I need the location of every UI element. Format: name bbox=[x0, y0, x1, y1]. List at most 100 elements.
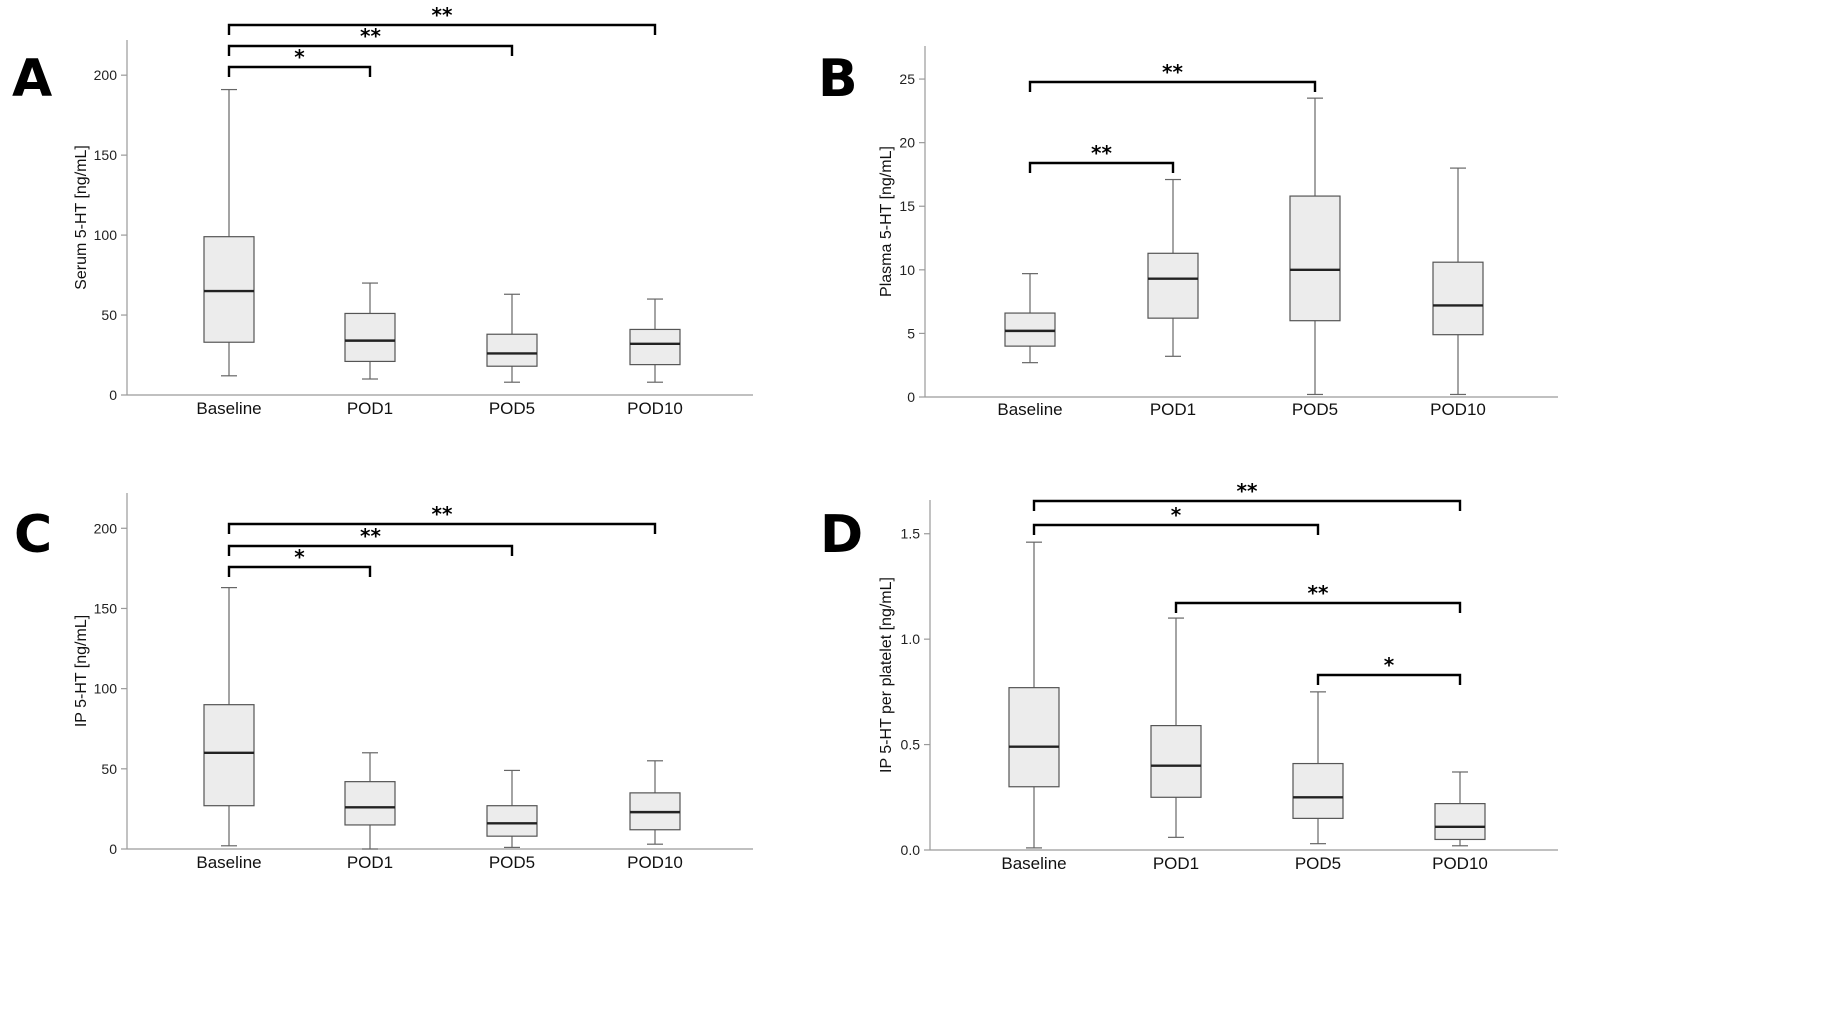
box-plot-pod10 bbox=[1432, 167, 1484, 396]
box-plot-baseline bbox=[203, 587, 255, 847]
significance-label: * bbox=[294, 545, 305, 569]
significance-bracket: ** bbox=[1174, 581, 1462, 613]
bracket-line bbox=[1032, 523, 1320, 535]
bracket-line bbox=[227, 522, 657, 534]
iqr-box bbox=[1292, 762, 1344, 819]
significance-label: * bbox=[1171, 503, 1182, 527]
significance-bracket: ** bbox=[1028, 141, 1175, 173]
x-category-label: Baseline bbox=[196, 853, 261, 872]
y-tick-label: 200 bbox=[94, 520, 118, 536]
significance-bracket: ** bbox=[227, 24, 514, 56]
box-plot-pod10 bbox=[629, 298, 681, 383]
panel-letter: D bbox=[820, 505, 863, 565]
x-category-label: POD10 bbox=[1430, 400, 1486, 419]
box-plot-pod5 bbox=[486, 769, 538, 848]
iqr-box bbox=[203, 704, 255, 807]
bracket-line bbox=[227, 65, 372, 77]
iqr-box bbox=[344, 312, 396, 363]
iqr-box bbox=[1147, 252, 1199, 319]
y-tick-label: 0.5 bbox=[901, 737, 921, 753]
bracket-line bbox=[227, 544, 514, 556]
iqr-box bbox=[1434, 803, 1486, 841]
significance-bracket: ** bbox=[227, 502, 657, 534]
x-category-label: POD1 bbox=[347, 399, 393, 418]
significance-label: ** bbox=[360, 24, 381, 48]
iqr-box bbox=[203, 236, 255, 343]
y-tick-label: 100 bbox=[94, 681, 118, 697]
iqr-box bbox=[486, 333, 538, 367]
significance-bracket: * bbox=[227, 545, 372, 577]
iqr-box bbox=[344, 781, 396, 826]
y-tick-label: 5 bbox=[907, 325, 915, 341]
x-category-label: POD10 bbox=[1432, 854, 1488, 873]
panel-letter: B bbox=[818, 49, 858, 109]
significance-label: ** bbox=[432, 502, 453, 526]
panel-letter: A bbox=[12, 49, 52, 109]
y-axis-label: Serum 5-HT [ng/mL] bbox=[73, 145, 90, 290]
significance-bracket: ** bbox=[227, 3, 657, 35]
iqr-box bbox=[486, 805, 538, 837]
y-tick-label: 0 bbox=[109, 387, 117, 403]
x-category-label: POD1 bbox=[1153, 854, 1199, 873]
y-tick-label: 15 bbox=[899, 198, 915, 214]
significance-bracket: ** bbox=[227, 524, 514, 556]
iqr-box bbox=[1004, 312, 1056, 347]
y-tick-label: 150 bbox=[94, 147, 118, 163]
bracket-line bbox=[1032, 499, 1462, 511]
significance-label: * bbox=[294, 45, 305, 69]
panel-d: D 0.0 0.5 1.0 1.5 IP 5-HT per platelet [ng/mL… bbox=[820, 479, 1558, 873]
x-category-label: POD10 bbox=[627, 399, 683, 418]
x-category-label: POD1 bbox=[1150, 400, 1196, 419]
y-axis-label: IP 5-HT per platelet [ng/mL] bbox=[878, 577, 895, 773]
y-tick-label: 0.0 bbox=[901, 842, 921, 858]
iqr-box bbox=[1289, 195, 1341, 322]
box-plot-pod10 bbox=[629, 760, 681, 845]
bracket-line bbox=[227, 44, 514, 56]
box-plot-pod5 bbox=[1292, 691, 1344, 845]
x-category-label: Baseline bbox=[196, 399, 261, 418]
y-tick-label: 150 bbox=[94, 600, 118, 616]
y-axis-label: Plasma 5-HT [ng/mL] bbox=[878, 146, 895, 297]
y-tick-label: 50 bbox=[101, 761, 117, 777]
x-category-label: POD1 bbox=[347, 853, 393, 872]
y-tick-label: 20 bbox=[899, 135, 915, 151]
x-category-label: POD5 bbox=[1295, 854, 1341, 873]
y-tick-label: 0 bbox=[109, 841, 117, 857]
iqr-box bbox=[1432, 261, 1484, 336]
iqr-box bbox=[629, 328, 681, 366]
bracket-line bbox=[1316, 673, 1462, 685]
significance-label: ** bbox=[1091, 141, 1112, 165]
bracket-line bbox=[1028, 80, 1317, 92]
significance-bracket: * bbox=[1032, 503, 1320, 535]
significance-bracket: ** bbox=[1032, 479, 1462, 511]
bracket-line bbox=[227, 23, 657, 35]
box-plot-pod5 bbox=[486, 293, 538, 383]
y-tick-label: 50 bbox=[101, 307, 117, 323]
x-category-label: POD10 bbox=[627, 853, 683, 872]
significance-label: ** bbox=[432, 3, 453, 27]
significance-label: ** bbox=[1162, 60, 1183, 84]
significance-bracket: * bbox=[1316, 653, 1462, 685]
box-plot-pod1 bbox=[344, 282, 396, 380]
significance-label: * bbox=[1384, 653, 1395, 677]
x-category-label: POD5 bbox=[1292, 400, 1338, 419]
bracket-line bbox=[227, 565, 372, 577]
panel-letter: C bbox=[14, 505, 52, 565]
box-plot-pod1 bbox=[344, 752, 396, 850]
y-axis-label: IP 5-HT [ng/mL] bbox=[73, 615, 90, 727]
panel-b: B 0 5 10 15 20 25 Plasma 5-HT [ng/mL] Baseline PO… bbox=[818, 46, 1558, 419]
box-plot-pod5 bbox=[1289, 97, 1341, 396]
iqr-box bbox=[1008, 687, 1060, 788]
significance-label: ** bbox=[1237, 479, 1258, 503]
significance-label: ** bbox=[1308, 581, 1329, 605]
bracket-line bbox=[1174, 601, 1462, 613]
x-category-label: POD5 bbox=[489, 853, 535, 872]
box-plot-baseline bbox=[1004, 273, 1056, 364]
y-tick-label: 0 bbox=[907, 389, 915, 405]
x-category-label: Baseline bbox=[1001, 854, 1066, 873]
box-plot-baseline bbox=[1008, 541, 1060, 849]
panel-a: A 0 50 100 150 200 Serum 5-HT [ng/mL] Baseline P… bbox=[12, 3, 753, 418]
x-category-label: POD5 bbox=[489, 399, 535, 418]
bracket-line bbox=[1028, 161, 1175, 173]
